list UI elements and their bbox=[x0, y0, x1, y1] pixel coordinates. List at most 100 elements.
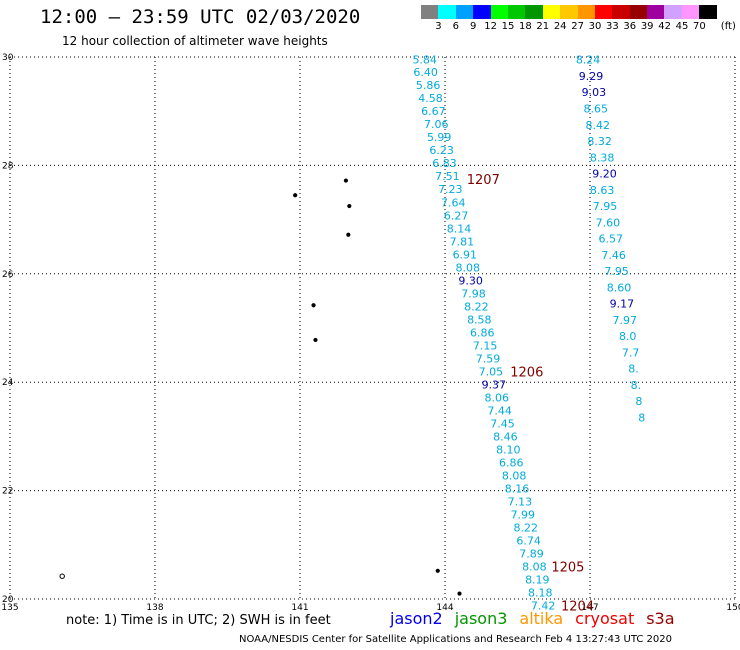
wave-height-label: 8.22 bbox=[513, 521, 538, 534]
legend-swatch bbox=[577, 5, 595, 19]
wave-height-label: 7.95 bbox=[604, 265, 629, 278]
island-marker bbox=[59, 573, 65, 579]
wave-height-label: 9.30 bbox=[458, 274, 483, 287]
wave-height-label: 7.44 bbox=[487, 404, 512, 417]
legend-label: 39 bbox=[640, 21, 654, 32]
altimeter-tracks: 5.846.405.864.586.677.065.996.236.837.51… bbox=[412, 54, 645, 613]
legend-swatch bbox=[542, 5, 561, 19]
satellite-altika: altika bbox=[519, 609, 564, 628]
island-marker bbox=[347, 203, 352, 209]
island-markers bbox=[59, 178, 462, 596]
credit-line: NOAA/NESDIS Center for Satellite Applica… bbox=[239, 634, 672, 645]
wave-height-label: 8.06 bbox=[484, 391, 509, 404]
wave-height-label: 6.86 bbox=[470, 326, 495, 339]
wave-height-label: 8.32 bbox=[587, 135, 612, 148]
wave-height-label: 6.91 bbox=[453, 248, 478, 261]
legend-swatch bbox=[473, 5, 491, 19]
axis-ticks: 135 138 141 144 147 150 20 22 24 26 28 30 bbox=[1, 53, 740, 613]
wave-height-label: 8.08 bbox=[502, 469, 527, 482]
wave-height-label: 7.97 bbox=[613, 314, 638, 327]
wave-height-label: 7.81 bbox=[450, 235, 475, 248]
legend-label: 45 bbox=[675, 21, 689, 32]
wave-height-label: 8. bbox=[628, 363, 639, 376]
wave-height-label: 7.23 bbox=[438, 183, 463, 196]
wave-height-label: 8.42 bbox=[585, 119, 610, 132]
wave-height-label: 5.99 bbox=[427, 131, 452, 144]
legend-label: 36 bbox=[623, 21, 637, 32]
footnote: note: 1) Time is in UTC; 2) SWH is in fe… bbox=[66, 613, 331, 628]
legend-swatch bbox=[647, 5, 665, 19]
wave-height-label: 7.64 bbox=[441, 196, 466, 209]
lon-tick-label: 144 bbox=[436, 603, 453, 613]
chart-title: 12:00 – 23:59 UTC 02/03/2020 bbox=[40, 6, 361, 28]
wave-height-label: 8. bbox=[631, 379, 642, 392]
wave-height-label: 8.63 bbox=[590, 184, 615, 197]
island-marker bbox=[343, 178, 349, 183]
wave-height-label: 7.95 bbox=[593, 200, 618, 213]
wave-height-label: 5.86 bbox=[416, 79, 441, 92]
wave-height-label: 6.57 bbox=[599, 233, 624, 246]
wave-height-label: 8.22 bbox=[464, 300, 489, 313]
wave-height-label: 7.46 bbox=[601, 249, 626, 262]
wave-height-label: 6.86 bbox=[499, 456, 524, 469]
legend-swatch bbox=[681, 5, 700, 19]
wave-height-label: 8.65 bbox=[584, 102, 609, 115]
wave-height-label: 6.27 bbox=[444, 209, 469, 222]
legend-swatch bbox=[560, 5, 578, 19]
wave-height-label: 7.51 bbox=[435, 170, 460, 183]
wave-height-label: 5.84 bbox=[412, 54, 437, 67]
wave-height-label: 8.08 bbox=[455, 261, 480, 274]
pass-number-label: 1206 bbox=[510, 365, 543, 380]
lat-tick-label: 26 bbox=[2, 270, 14, 280]
lon-tick-label: 150 bbox=[726, 603, 740, 613]
wave-height-label: 9.03 bbox=[582, 86, 607, 99]
lon-tick-label: 135 bbox=[1, 603, 18, 613]
satellite-jason3: jason3 bbox=[454, 609, 508, 628]
lon-tick-label: 141 bbox=[291, 603, 308, 613]
island-marker bbox=[293, 193, 298, 198]
wave-height-label: 8.46 bbox=[493, 430, 518, 443]
legend-label: 70 bbox=[693, 21, 706, 32]
lat-tick-label: 20 bbox=[2, 595, 14, 605]
wave-height-label: 8.38 bbox=[590, 151, 615, 164]
wave-height-label: 7.59 bbox=[476, 352, 501, 365]
legend-swatch bbox=[664, 5, 682, 19]
island-marker bbox=[311, 303, 316, 308]
legend-swatch bbox=[629, 5, 648, 19]
pass-number-label: 1207 bbox=[467, 173, 500, 188]
island-marker bbox=[313, 337, 318, 343]
wave-height-label: 7.15 bbox=[473, 339, 498, 352]
legend-label: 33 bbox=[606, 21, 619, 32]
wave-height-label: 4.58 bbox=[418, 92, 443, 105]
wave-height-label: 8.10 bbox=[496, 443, 521, 456]
wave-height-label: 6.23 bbox=[429, 144, 454, 157]
wave-height-label: 8.60 bbox=[607, 281, 632, 294]
wave-height-label: 9.17 bbox=[610, 298, 635, 311]
legend-swatch bbox=[594, 5, 613, 19]
lat-tick-label: 30 bbox=[2, 53, 14, 63]
wave-height-label: 7.98 bbox=[461, 287, 486, 300]
legend-label: 12 bbox=[484, 21, 497, 32]
legend-unit: (ft) bbox=[720, 21, 736, 32]
legend-swatch bbox=[455, 5, 474, 19]
wave-height-label: 6.67 bbox=[421, 105, 446, 118]
wave-height-label: 8.08 bbox=[522, 560, 547, 573]
wave-height-label: 7.99 bbox=[511, 508, 536, 521]
legend-label: 9 bbox=[470, 21, 477, 32]
wave-height-label: 8 bbox=[638, 411, 645, 424]
wave-height-label: 8.58 bbox=[467, 313, 492, 326]
wave-height-label: 8.0 bbox=[619, 330, 637, 343]
lat-tick-label: 22 bbox=[2, 487, 13, 497]
wave-height-label: 7.05 bbox=[479, 365, 504, 378]
wave-height-label: 7.89 bbox=[519, 547, 544, 560]
wave-height-label: 8.16 bbox=[505, 482, 530, 495]
wave-height-label: 7.42 bbox=[531, 600, 556, 613]
wave-height-label: 9.29 bbox=[579, 70, 604, 83]
legend-label: 42 bbox=[658, 21, 671, 32]
map-grid bbox=[9, 56, 736, 600]
legend-label: 21 bbox=[536, 21, 550, 32]
legend-label: 6 bbox=[452, 21, 459, 32]
legend-swatch bbox=[490, 5, 508, 19]
island-marker bbox=[457, 591, 462, 596]
